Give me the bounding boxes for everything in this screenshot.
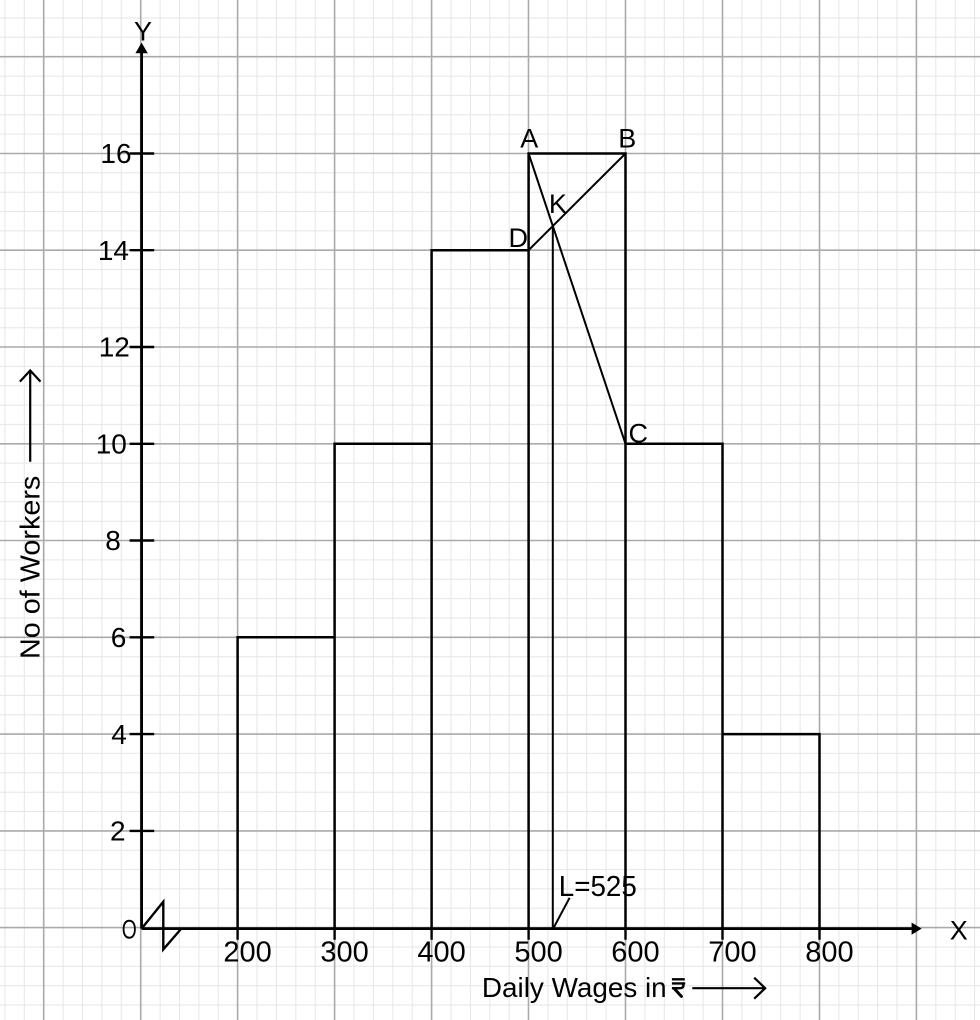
- svg-text:16: 16: [100, 138, 131, 169]
- svg-text:B: B: [618, 124, 636, 154]
- svg-text:700: 700: [708, 936, 756, 968]
- svg-text:No of Workers: No of Workers: [14, 476, 45, 659]
- svg-text:400: 400: [417, 936, 465, 968]
- svg-text:8: 8: [105, 525, 121, 556]
- svg-text:4: 4: [111, 719, 127, 750]
- svg-text:6: 6: [111, 622, 127, 653]
- svg-text:K: K: [549, 189, 567, 219]
- svg-text:L=525: L=525: [559, 871, 637, 903]
- svg-text:D: D: [508, 223, 528, 253]
- svg-text:C: C: [628, 419, 648, 449]
- svg-text:Daily Wages in: Daily Wages in: [482, 972, 667, 1003]
- svg-text:14: 14: [98, 235, 129, 266]
- svg-text:10: 10: [96, 429, 127, 460]
- svg-text:Y: Y: [134, 17, 152, 47]
- svg-text:800: 800: [805, 936, 853, 968]
- svg-text:600: 600: [611, 936, 659, 968]
- svg-text:X: X: [950, 915, 968, 945]
- svg-text:12: 12: [99, 332, 130, 363]
- svg-text:500: 500: [514, 936, 562, 968]
- svg-text:2: 2: [110, 816, 126, 847]
- svg-text:300: 300: [320, 936, 368, 968]
- svg-text:A: A: [520, 124, 538, 154]
- svg-text:O: O: [122, 915, 137, 945]
- svg-text:200: 200: [223, 936, 271, 968]
